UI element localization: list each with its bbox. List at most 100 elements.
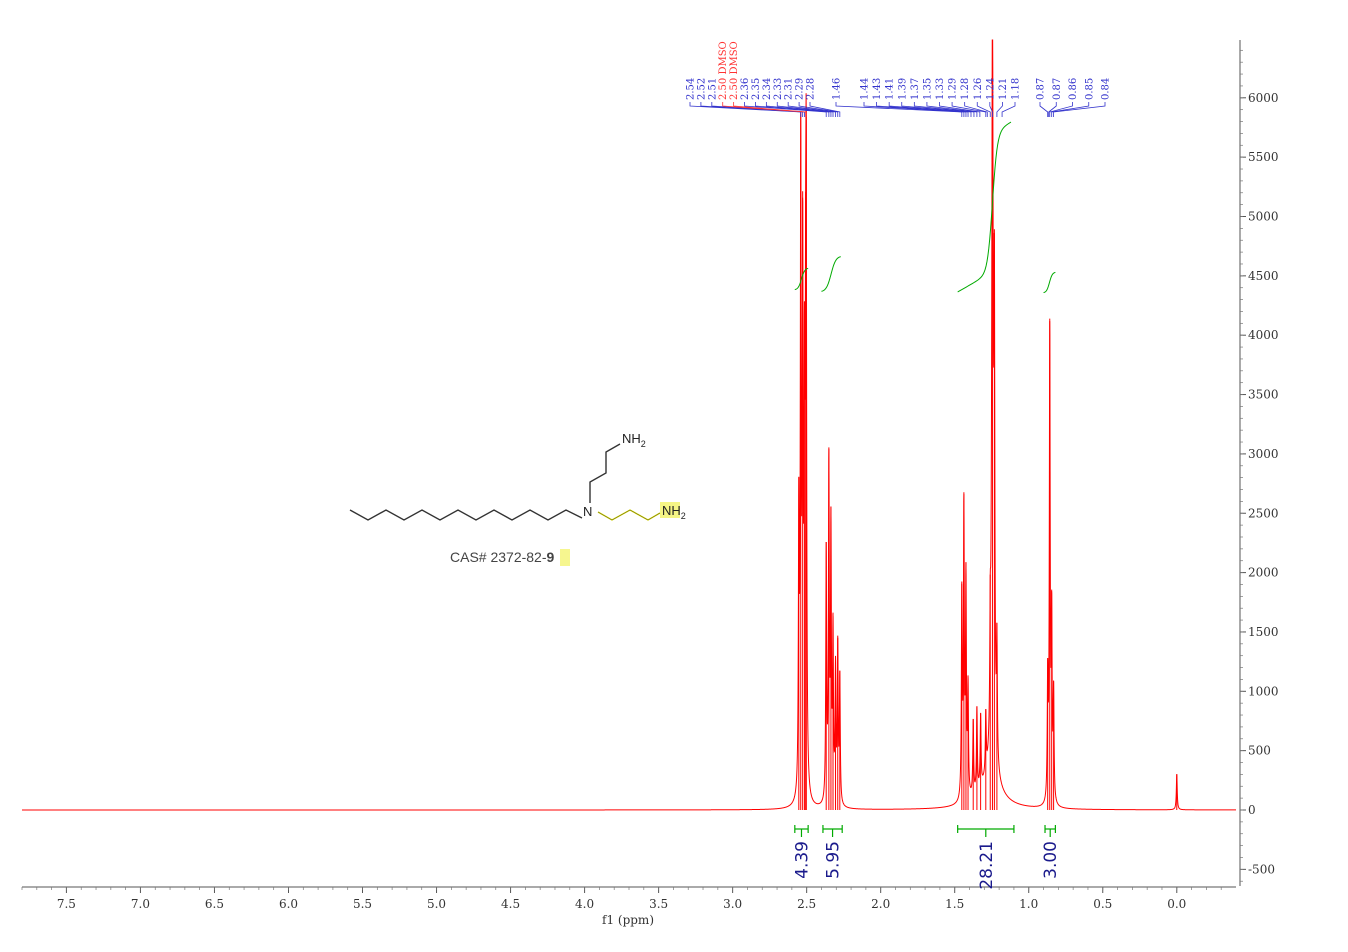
peak-label: 2.50 DMSO [718, 41, 807, 117]
peak-label-text: 0.85 [1084, 78, 1095, 100]
integral-curves [794, 121, 1056, 294]
integral-value: 5.95 [824, 841, 844, 879]
y-tick-label: -500 [1248, 862, 1275, 876]
peak-label: 1.33 [935, 78, 981, 117]
x-tick-label: 4.5 [501, 897, 520, 911]
x-tick-label: 6.0 [279, 897, 298, 911]
integral-value: 28.21 [977, 841, 997, 890]
amine-group-top: NH2 [622, 431, 646, 449]
peak-label-text: 2.54 [686, 78, 697, 100]
peak-label-text: 1.26 [973, 78, 984, 100]
alkyl-chain [349, 509, 583, 521]
peak-label-text: 0.87 [1052, 78, 1063, 100]
peak-label-text: 1.39 [897, 78, 908, 100]
x-tick-label: 3.0 [723, 897, 742, 911]
peak-label: 1.43 [872, 78, 967, 117]
peak-label-leader [765, 102, 832, 117]
aminopropyl-chain-right-outline [597, 509, 661, 521]
y-tick-label: 1500 [1248, 625, 1279, 639]
peak-label-text: 1.29 [948, 78, 959, 100]
x-tick-label: 7.0 [131, 897, 150, 911]
peak-label-text: 0.86 [1068, 78, 1079, 100]
peak-label-leader [1051, 102, 1090, 117]
peak-label-leader [989, 102, 993, 117]
x-tick-label: 4.0 [575, 897, 594, 911]
peak-label: 0.84 [1053, 78, 1112, 117]
integral-brackets: 4.39 5.95 28.21 3.00 [792, 825, 1061, 890]
cas-number: CAS# 2372-82-9 [450, 549, 555, 565]
y-tick-label: 5000 [1248, 210, 1279, 224]
peak-label-text: 1.43 [872, 78, 883, 100]
y-tick-label: 4500 [1248, 269, 1279, 283]
peak-label: 2.51 [707, 78, 805, 117]
peak-label: 1.37 [910, 78, 975, 117]
peak-label-text: 1.35 [922, 78, 933, 100]
peak-label-leader [809, 102, 841, 117]
aminopropyl-chain-top [589, 443, 621, 503]
peak-label: 1.35 [922, 78, 978, 117]
peak-label: 0.85 [1051, 78, 1095, 117]
peak-label: 1.29 [948, 78, 987, 117]
peak-label: 2.34 [762, 78, 832, 117]
peak-label: 1.18 [1001, 78, 1022, 117]
peak-label-leader [787, 102, 836, 117]
peak-label-text: 2.33 [773, 78, 784, 100]
amine-group-right: NH2 [662, 503, 686, 521]
peak-label-text: 1.46 [832, 78, 843, 100]
amine-highlight [660, 502, 680, 518]
x-tick-label: 3.5 [649, 897, 668, 911]
peak-label-text: 1.28 [960, 78, 971, 100]
integral-value: 4.39 [792, 841, 812, 879]
x-axis-title: f1 (ppm) [602, 913, 654, 927]
y-tick-label: 1000 [1248, 684, 1279, 698]
x-tick-label: 7.5 [57, 897, 76, 911]
peak-label-text: 1.33 [935, 78, 946, 100]
peak-label: 1.21 [996, 78, 1009, 117]
peak-label-text: 1.18 [1011, 78, 1022, 100]
peak-label: 1.26 [973, 78, 991, 117]
peak-label-text: 1.21 [998, 78, 1009, 100]
y-tick-label: 4000 [1248, 328, 1279, 342]
x-tick-label: 1.0 [1019, 897, 1038, 911]
peak-label-leader [951, 102, 987, 117]
y-tick-label: 2000 [1248, 566, 1279, 580]
peak-label-text: 1.44 [860, 78, 871, 100]
peak-label-leader [733, 102, 807, 117]
peak-label-leader [835, 102, 963, 117]
x-tick-label: 1.5 [945, 897, 964, 911]
peak-label-leader [1053, 102, 1106, 117]
x-tick-label: 2.5 [797, 897, 816, 911]
peak-label-leader [1048, 102, 1057, 117]
peak-label: 1.44 [860, 78, 965, 117]
spectrum-trace [22, 39, 1236, 811]
x-tick-label: 6.5 [205, 897, 224, 911]
y-tick-label: 500 [1248, 744, 1271, 758]
peak-label: 2.35 [751, 78, 830, 117]
y-tick-label: 5500 [1248, 150, 1279, 164]
peak-label: 2.28 [806, 78, 841, 117]
peak-label-leader [798, 102, 839, 117]
x-tick-label: 5.5 [353, 897, 372, 911]
integral-curve [957, 121, 1012, 293]
peak-label-text: 2.36 [740, 78, 751, 100]
peak-label: 1.28 [960, 78, 988, 117]
cas-highlight [560, 549, 570, 566]
y-tick-label: 2500 [1248, 506, 1279, 520]
peak-label-leader [996, 102, 1003, 117]
peak-label-leader [863, 102, 965, 117]
peak-label: 2.36 [740, 78, 827, 117]
peak-label: 2.52 [696, 78, 804, 117]
peak-label-leader [964, 102, 988, 117]
integral-curve [821, 256, 841, 292]
x-axis: 7.5 7.0 6.5 6.0 5.5 5.0 4.5 4.0 3.5 3.0 2.5 2.0 1.5 1… [21, 886, 1236, 911]
peak-label-text: 2.50 DMSO [718, 41, 729, 100]
nitrogen-atom: N [583, 504, 592, 519]
peak-label: 1.24 [985, 78, 996, 117]
peak-label-text: 1.24 [985, 78, 996, 100]
x-tick-label: 2.0 [871, 897, 890, 911]
peak-label-text: 2.52 [696, 78, 707, 100]
peak-label-leader [744, 102, 827, 117]
peak-label-leader [888, 102, 969, 117]
peak-label-leader [1049, 102, 1073, 117]
